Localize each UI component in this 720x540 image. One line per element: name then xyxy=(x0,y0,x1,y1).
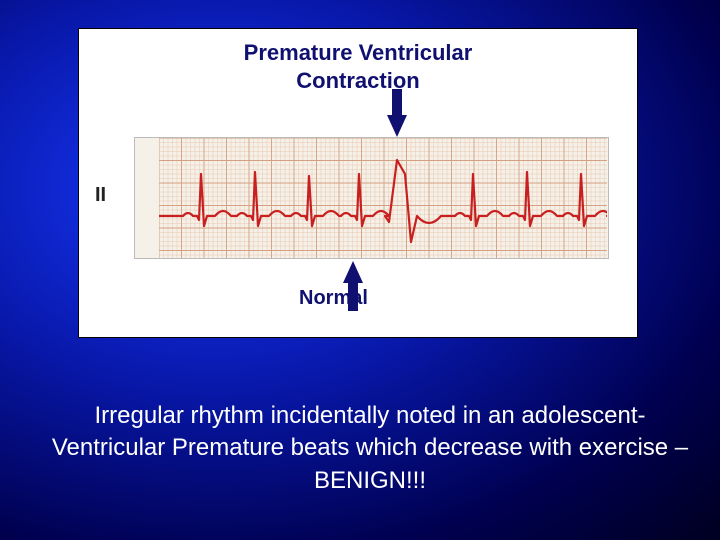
ecg-figure-panel: Premature Ventricular Contraction II Nor… xyxy=(78,28,638,338)
pvc-title: Premature Ventricular Contraction xyxy=(79,39,637,94)
lead-label: II xyxy=(95,184,106,207)
slide: Premature Ventricular Contraction II Nor… xyxy=(0,0,720,540)
pvc-arrow-icon xyxy=(387,115,407,137)
normal-arrow-icon xyxy=(343,261,363,283)
caption-text: Irregular rhythm incidentally noted in a… xyxy=(50,400,690,497)
ecg-strip xyxy=(159,138,607,258)
ecg-strip-container xyxy=(134,137,609,259)
pvc-title-line1: Premature Ventricular xyxy=(244,40,473,65)
normal-label: Normal xyxy=(299,287,368,310)
